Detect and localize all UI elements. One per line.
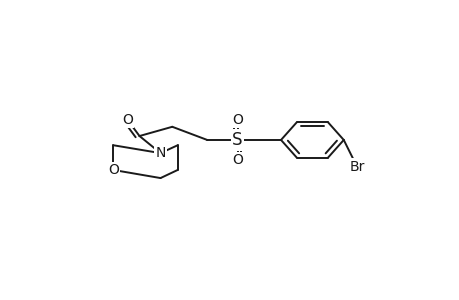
Text: N: N xyxy=(155,146,165,160)
Text: O: O xyxy=(108,163,118,177)
Text: Br: Br xyxy=(348,160,364,173)
Text: O: O xyxy=(232,112,242,127)
Text: S: S xyxy=(232,131,242,149)
Text: O: O xyxy=(232,153,242,167)
Text: O: O xyxy=(122,112,133,127)
